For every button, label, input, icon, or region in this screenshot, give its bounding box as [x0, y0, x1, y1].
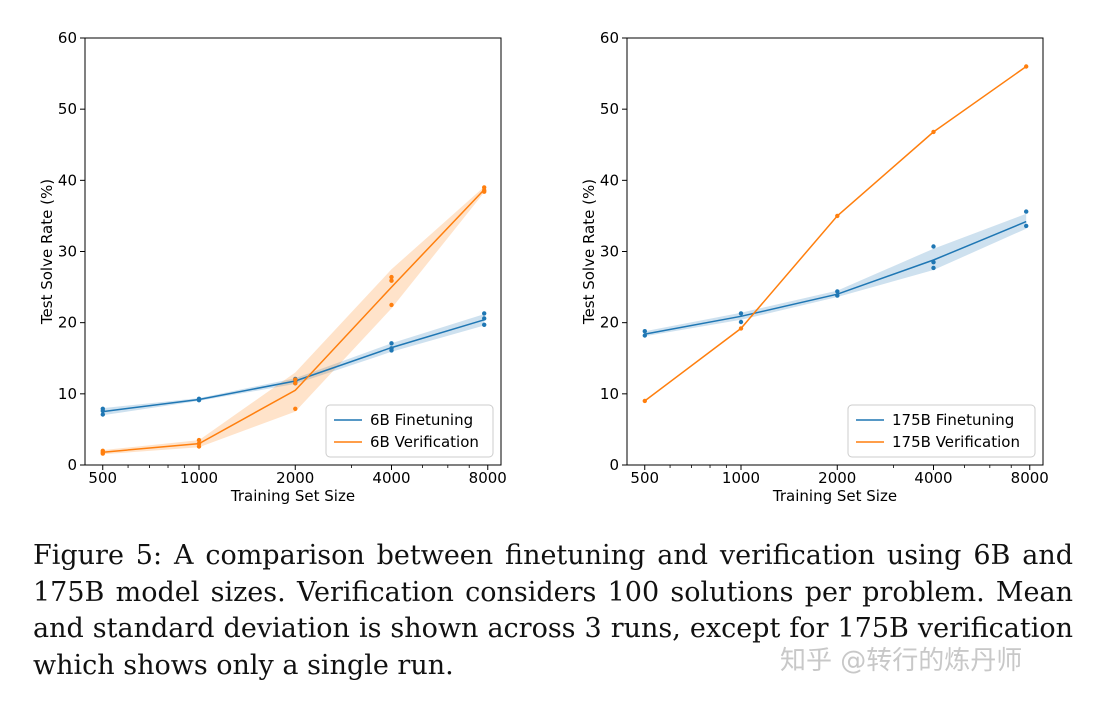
y-tick-label: 30 [58, 243, 77, 261]
series-0-std-band [102, 314, 485, 416]
x-axis-label: Training Set Size [772, 487, 897, 505]
series-1-point-3-0 [389, 302, 394, 308]
series-1-line [102, 189, 485, 453]
x-tick-label: 4000 [914, 469, 952, 487]
x-tick-label: 8000 [469, 469, 507, 487]
x-tick-label: 1000 [180, 469, 218, 487]
series-1-point-2-0 [293, 406, 298, 411]
series-0-point-3-2 [931, 244, 936, 249]
legend-label-1: 6B Verification [370, 433, 479, 451]
x-tick-label: 2000 [276, 469, 314, 487]
series-1-point-3-0 [931, 129, 936, 135]
series-0-point-0-1 [642, 329, 647, 334]
series-1-point-2-1 [293, 381, 298, 386]
series-0-point-1-1 [738, 311, 744, 316]
plot-frame [626, 37, 1044, 466]
series-1-std-band [102, 186, 485, 455]
series-1-point-1-0 [738, 326, 744, 331]
x-tick-label: 1000 [722, 469, 760, 487]
series-1-point-4-0 [1023, 64, 1029, 69]
series-0-point-4-0 [482, 322, 487, 327]
y-tick-label: 0 [609, 456, 619, 474]
series-0-point-4-1 [482, 316, 487, 321]
y-tick-label: 10 [58, 385, 77, 403]
legend-box [847, 404, 1036, 458]
y-tick-label: 20 [600, 314, 619, 332]
watermark: 知乎 @转行的炼丹师 [780, 646, 1023, 676]
series-0-point-3-1 [931, 260, 936, 265]
series-1-point-1-2 [196, 437, 202, 443]
series-0-point-0-0 [642, 333, 647, 338]
x-tick-label: 2000 [818, 469, 856, 487]
panel-6b: 0 10 20 30 40 50 60 500 1000 2000 4000 8000 Training… [38, 29, 507, 505]
series-1-point-2-2 [293, 377, 298, 382]
y-tick-label: 50 [600, 100, 619, 118]
series-1-line [644, 65, 1027, 402]
series-0-point-3-2 [389, 341, 394, 346]
panel-175b: 0 10 20 30 40 50 60 500 1000 2000 4000 8000 Training… [580, 29, 1049, 505]
series-0-point-3-0 [931, 265, 936, 271]
series-0-point-1-0 [738, 319, 744, 325]
x-tick-label: 4000 [372, 469, 410, 487]
y-tick-label: 60 [600, 29, 619, 47]
series-0-point-0-2 [100, 406, 106, 411]
series-1-point-0-2 [100, 448, 106, 453]
y-tick-label: 10 [600, 385, 619, 403]
legend-box [325, 404, 494, 458]
series-1-point-3-1 [389, 278, 394, 283]
series-1-point-4-2 [482, 185, 487, 190]
x-tick-label: 500 [88, 469, 117, 487]
series-0-std-band [644, 213, 1027, 337]
y-tick-label: 0 [67, 456, 77, 474]
series-0-point-4-2 [482, 311, 487, 316]
series-0-point-2-1 [835, 289, 840, 294]
series-1-point-3-2 [389, 274, 394, 280]
y-axis-label: Test Solve Rate (%) [580, 179, 598, 325]
y-tick-label: 30 [600, 243, 619, 261]
figure-caption: Figure 5: A comparison between finetunin… [33, 540, 1073, 681]
series-0-point-1-2 [196, 396, 202, 401]
y-tick-label: 50 [58, 100, 77, 118]
series-0-point-4-0 [1023, 223, 1029, 229]
series-1-point-1-1 [196, 441, 202, 446]
x-tick-label: 500 [630, 469, 659, 487]
series-1-point-2-0 [835, 213, 840, 219]
x-axis-label: Training Set Size [230, 487, 355, 505]
legend-label-0: 6B Finetuning [370, 411, 473, 429]
series-0-point-2-0 [835, 293, 840, 298]
series-0-point-0-0 [100, 412, 106, 417]
y-axis-label: Test Solve Rate (%) [38, 179, 56, 325]
series-1-point-0-0 [642, 398, 647, 404]
series-0-point-3-1 [389, 346, 394, 351]
y-tick-label: 40 [58, 171, 77, 189]
series-0-point-4-1 [1023, 209, 1029, 214]
legend-label-0: 175B Finetuning [892, 411, 1014, 429]
legend-label-1: 175B Verification [892, 433, 1020, 451]
y-tick-label: 40 [600, 171, 619, 189]
x-tick-label: 8000 [1011, 469, 1049, 487]
y-tick-label: 20 [58, 314, 77, 332]
y-tick-label: 60 [58, 29, 77, 47]
